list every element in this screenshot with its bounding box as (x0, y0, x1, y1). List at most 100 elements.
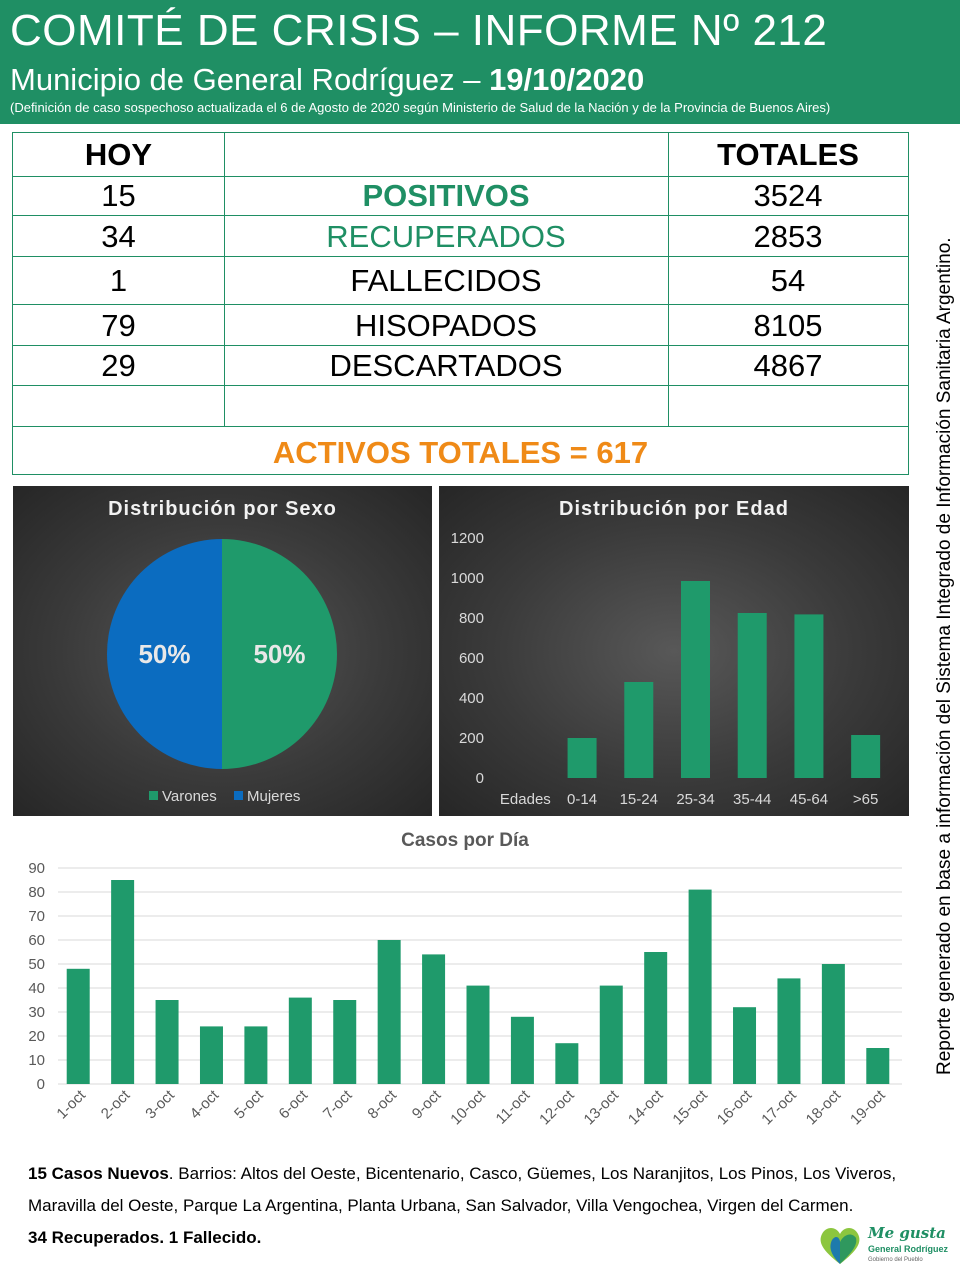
legend-label-varones: Varones (162, 788, 217, 805)
x-tick-label: 5-oct (231, 1086, 267, 1122)
stats-table: HOY TOTALES 15 POSITIVOS 3524 34 RECUPER… (12, 132, 909, 475)
y-tick-label: 30 (28, 1004, 45, 1021)
x-tick-label: 14-oct (625, 1086, 667, 1128)
x-tick-label: 13-oct (581, 1086, 623, 1128)
y-tick-label: 400 (459, 690, 484, 707)
source-note: Reporte generado en base a información d… (934, 237, 955, 1075)
header-banner: COMITÉ DE CRISIS – INFORME Nº 212 Munici… (0, 0, 960, 124)
subtitle-municipality: Municipio de General Rodríguez – (10, 62, 481, 97)
table-divider (13, 176, 908, 177)
x-tick-label: >65 (853, 791, 878, 808)
day-bar (466, 985, 490, 1084)
pie-value-label: 50% (253, 639, 305, 669)
sex-pie-chart: 50% 50% Varones Mujeres (107, 539, 337, 805)
neighborhoods-list: . Barrios: Altos del Oeste, Bicentenario… (28, 1164, 897, 1215)
table-divider (13, 215, 908, 216)
table-divider (13, 426, 908, 427)
label-fallecidos: FALLECIDOS (350, 263, 542, 298)
y-tick-label: 70 (28, 908, 45, 925)
label-descartados: DESCARTADOS (329, 348, 563, 383)
legend-swatch-mujeres (234, 791, 243, 800)
x-tick-label: 16-oct (714, 1086, 756, 1128)
report-title: COMITÉ DE CRISIS – INFORME Nº 212 (10, 6, 828, 55)
sex-distribution-panel: Distribución por Sexo 50% 50% Varones Mujer… (13, 486, 432, 816)
report-subtitle: Municipio de General Rodríguez – 19/10/2… (10, 62, 644, 98)
legend-swatch-varones (149, 791, 158, 800)
day-bar (111, 880, 135, 1084)
y-tick-label: 20 (28, 1028, 45, 1045)
day-bar (644, 952, 668, 1084)
table-divider (13, 256, 908, 257)
heart-logo-icon: Me gusta General Rodríguez Gobierno del … (820, 1224, 949, 1264)
x-tick-label: 19-oct (847, 1086, 889, 1128)
day-bar (155, 1000, 179, 1084)
pie-value-label: 50% (138, 639, 190, 669)
table-divider (224, 133, 225, 427)
x-tick-label: 15-24 (620, 791, 658, 808)
activos-totales: ACTIVOS TOTALES = 617 (272, 435, 649, 470)
today-recuperados: 34 (101, 219, 136, 254)
day-bar (777, 978, 801, 1084)
total-descartados: 4867 (753, 348, 823, 383)
today-fallecidos: 1 (109, 263, 128, 298)
total-fallecidos: 54 (770, 263, 806, 298)
x-tick-label: 45-64 (790, 791, 828, 808)
age-bar (681, 581, 710, 778)
day-bar (821, 964, 845, 1084)
y-tick-label: 800 (459, 610, 484, 627)
today-positivos: 15 (101, 178, 136, 213)
x-tick-label: 11-oct (493, 1086, 534, 1127)
x-tick-label: 17-oct (758, 1086, 800, 1128)
day-bar (244, 1026, 268, 1084)
y-tick-label: 60 (28, 932, 45, 949)
table-divider (13, 304, 908, 305)
day-bar (199, 1026, 223, 1084)
legend-label-mujeres: Mujeres (247, 788, 300, 805)
age-bar (794, 614, 824, 778)
day-bar (733, 1007, 757, 1084)
day-bar (66, 968, 90, 1084)
y-tick-label: 10 (28, 1052, 45, 1069)
x-tick-label: 25-34 (676, 791, 714, 808)
day-bar (422, 954, 446, 1084)
age-distribution-panel: Distribución por Edad 0 200 400 600 800 1000 1… (439, 486, 909, 816)
y-tick-label: 0 (476, 770, 484, 787)
header-today: HOY (84, 137, 153, 172)
today-hisopados: 79 (101, 308, 136, 343)
x-tick-label: 1-oct (53, 1086, 89, 1122)
age-bar (624, 682, 654, 778)
x-tick-label: 35-44 (733, 791, 771, 808)
day-bar (333, 1000, 357, 1084)
y-tick-label: 0 (37, 1076, 45, 1093)
day-bar (866, 1048, 890, 1084)
total-hisopados: 8105 (753, 308, 823, 343)
x-tick-label: 0-14 (567, 791, 597, 808)
total-recuperados: 2853 (753, 219, 823, 254)
table-divider (13, 345, 908, 346)
day-bar (599, 985, 623, 1084)
y-tick-label: 40 (28, 980, 45, 997)
table-divider (13, 385, 908, 386)
age-bar (567, 738, 597, 778)
new-cases-count: 15 Casos Nuevos (28, 1164, 169, 1183)
y-tick-label: 80 (28, 884, 45, 901)
x-tick-label: 6-oct (276, 1086, 312, 1122)
age-bar (851, 735, 881, 778)
x-tick-label: Edades (500, 791, 551, 808)
x-tick-label: 8-oct (364, 1086, 400, 1122)
label-positivos: POSITIVOS (362, 178, 530, 213)
x-tick-label: 9-oct (409, 1086, 445, 1122)
x-tick-label: 12-oct (536, 1086, 578, 1128)
x-tick-label: 10-oct (447, 1086, 489, 1128)
definition-note: (Definición de caso sospechoso actualiza… (10, 100, 831, 115)
logo-municipality: General Rodríguez (868, 1244, 948, 1254)
day-bar (288, 997, 312, 1084)
age-bar (737, 613, 767, 778)
x-tick-label: 4-oct (187, 1086, 223, 1122)
y-tick-label: 1200 (451, 530, 484, 547)
table-divider (668, 133, 669, 427)
logo-tagline: Me gusta (867, 1224, 946, 1242)
label-recuperados: RECUPERADOS (326, 219, 566, 254)
age-bar-chart: 0 200 400 600 800 1000 1200 Edades 0-14 15-24 25-3… (451, 530, 881, 808)
y-tick-label: 50 (28, 956, 45, 973)
